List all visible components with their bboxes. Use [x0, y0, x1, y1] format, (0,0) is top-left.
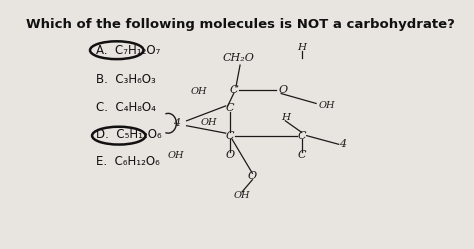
- Text: C: C: [226, 131, 234, 141]
- Text: E.  C₆H₁₂O₆: E. C₆H₁₂O₆: [96, 155, 160, 168]
- Text: OH: OH: [168, 151, 184, 160]
- Text: O: O: [225, 150, 234, 160]
- Text: C: C: [298, 150, 306, 160]
- Text: OH: OH: [201, 118, 218, 126]
- Text: H: H: [297, 43, 306, 52]
- Text: A.  C₇H₁₂O₇: A. C₇H₁₂O₇: [96, 44, 161, 57]
- Text: O: O: [248, 172, 257, 182]
- Text: OH: OH: [318, 101, 335, 110]
- Text: D.  C₅H₁₂O₆: D. C₅H₁₂O₆: [96, 128, 162, 141]
- Text: OH: OH: [234, 190, 250, 199]
- Text: Which of the following molecules is NOT a carbohydrate?: Which of the following molecules is NOT …: [26, 18, 455, 31]
- Text: C: C: [229, 85, 238, 95]
- Text: 4: 4: [173, 118, 180, 128]
- Text: H: H: [281, 113, 290, 122]
- Text: C.  C₄H₈O₄: C. C₄H₈O₄: [96, 101, 156, 114]
- Text: C: C: [226, 103, 234, 113]
- Text: O: O: [279, 85, 288, 95]
- Text: C: C: [298, 131, 306, 141]
- Text: CH₂O: CH₂O: [222, 53, 254, 63]
- Text: 4: 4: [339, 139, 346, 149]
- Text: OH: OH: [191, 87, 207, 96]
- Text: B.  C₃H₆O₃: B. C₃H₆O₃: [96, 73, 156, 86]
